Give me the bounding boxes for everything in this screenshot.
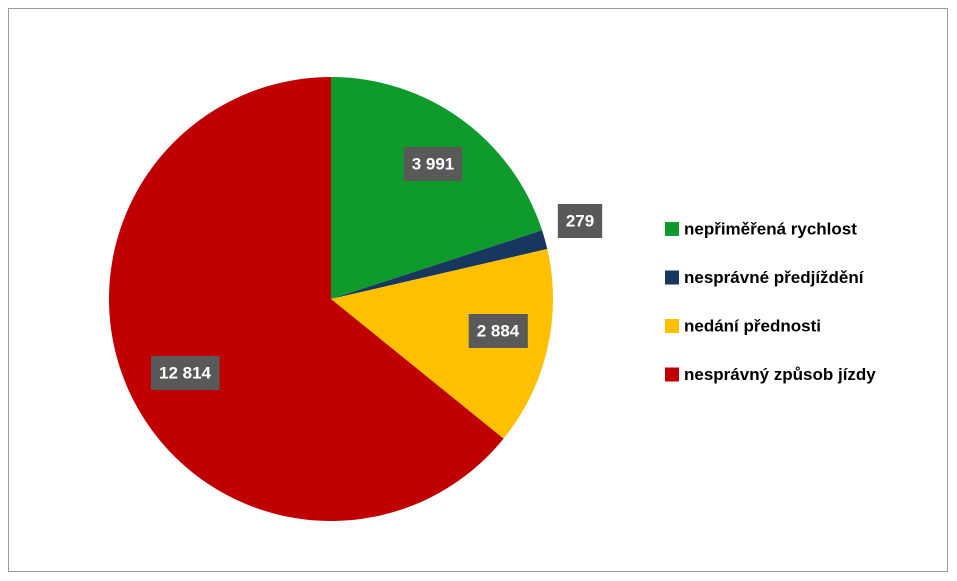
data-label-box <box>468 314 528 348</box>
pie-slice <box>331 230 548 299</box>
pie-slice <box>331 248 553 439</box>
legend-label: nesprávné předjíždění <box>684 268 865 287</box>
legend-label: nedání přednosti <box>684 316 821 335</box>
pie-slice <box>109 77 504 521</box>
data-label: 2 884 <box>477 321 520 340</box>
legend-swatch <box>665 319 679 333</box>
data-label: 279 <box>566 211 594 230</box>
data-label: 12 814 <box>159 363 212 382</box>
data-label: 3 991 <box>412 154 455 173</box>
pie-slice <box>331 77 543 299</box>
legend-label: nepřiměřená rychlost <box>684 219 857 238</box>
data-label-box <box>557 204 603 238</box>
data-label-box <box>151 356 220 390</box>
legend-swatch <box>665 222 679 236</box>
legend-swatch <box>665 270 679 285</box>
legend-label: nesprávný způsob jízdy <box>684 365 876 384</box>
legend-swatch <box>665 367 679 382</box>
data-label-box <box>403 147 463 181</box>
